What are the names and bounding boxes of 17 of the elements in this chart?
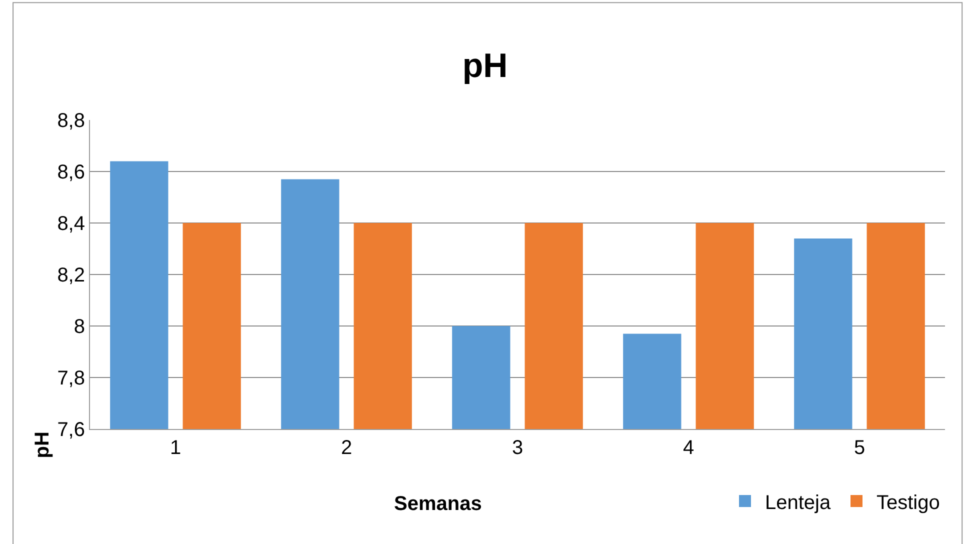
x-axis-title: Semanas <box>394 493 482 515</box>
chart-title: pH <box>462 47 508 86</box>
y-tick-label: 7,6 <box>57 419 85 441</box>
x-tick-label: 3 <box>512 437 524 459</box>
legend-label: Lenteja <box>765 492 832 514</box>
legend-label: Testigo <box>876 492 940 514</box>
y-tick-label: 8,2 <box>57 264 85 286</box>
y-tick-label: 8 <box>74 316 85 338</box>
x-tick-label: 5 <box>854 437 866 459</box>
x-tick-label: 2 <box>340 437 352 459</box>
y-axis-title: pH <box>31 432 54 458</box>
x-tick-label: 1 <box>170 437 182 459</box>
y-tick-label: 8,6 <box>57 162 85 184</box>
x-tick-label: 4 <box>682 437 694 459</box>
y-tick-label: 7,8 <box>57 368 85 390</box>
y-tick-label: 8,4 <box>57 213 85 235</box>
y-tick-label: 8,8 <box>57 110 85 132</box>
